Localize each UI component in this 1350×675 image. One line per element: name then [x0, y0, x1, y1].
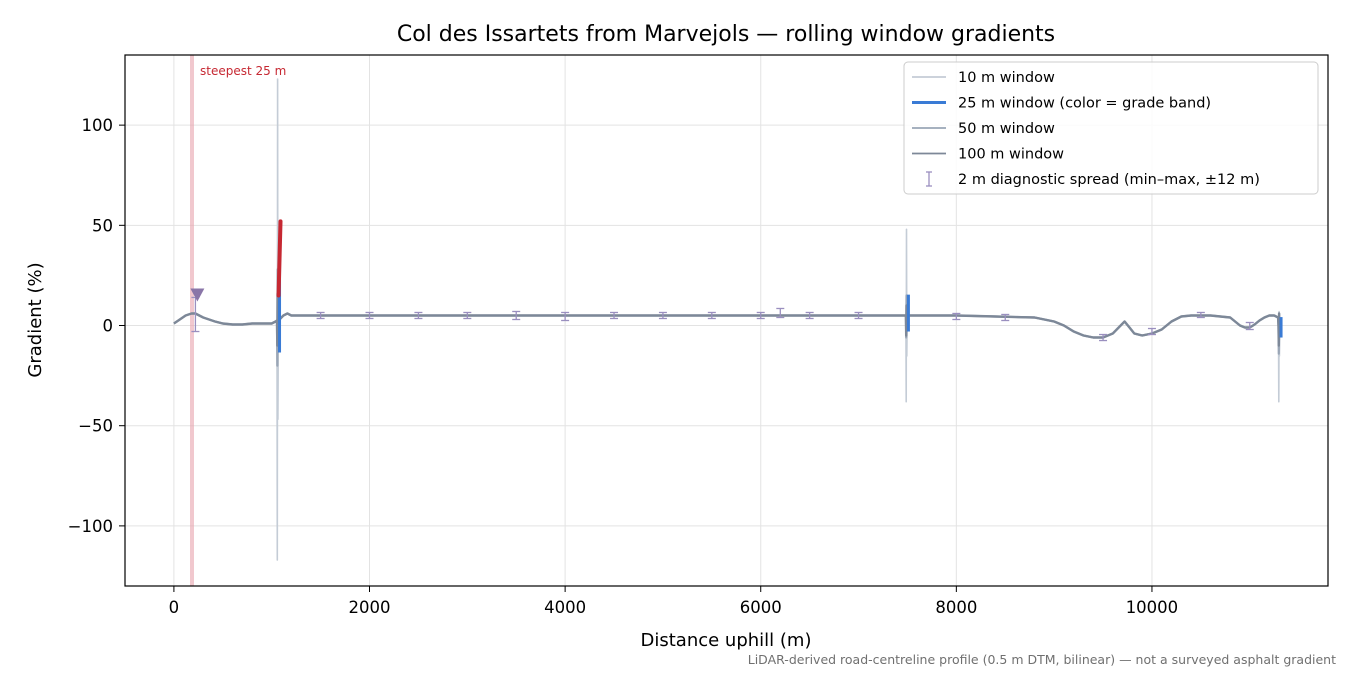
steepest-band-rect	[189, 55, 194, 586]
footnote: LiDAR-derived road-centreline profile (0…	[748, 652, 1336, 667]
x-tick-label: 10000	[1126, 598, 1179, 617]
series-25m-steep-segment	[276, 219, 283, 298]
legend-label-w100: 100 m window	[958, 147, 1064, 163]
y-tick-label: −50	[78, 417, 113, 436]
series-100m-line	[173, 292, 1282, 347]
y-tick-label: 0	[103, 317, 114, 336]
legend-label-w50: 50 m window	[958, 121, 1055, 137]
x-tick-label: 4000	[544, 598, 586, 617]
legend-label-spread: 2 m diagnostic spread (min–max, ±12 m)	[958, 172, 1260, 188]
legend-box	[903, 61, 1319, 195]
plot-frame	[124, 54, 1329, 587]
legend: 10 m window 25 m window (color = grade ba…	[903, 61, 1319, 195]
chart-title: Col des Issartets from Marvejols — rolli…	[397, 22, 1055, 47]
series-layer	[173, 78, 1283, 561]
steepest-marker	[190, 288, 205, 302]
y-ticks: −100 −50 0 50 100	[68, 116, 125, 536]
x-tick-label: 0	[169, 598, 180, 617]
x-tick-label: 6000	[740, 598, 782, 617]
y-tick-label: 50	[92, 216, 113, 235]
x-ticks: 0 2000 4000 6000 8000 10000	[169, 586, 1179, 617]
steepest-marker-layer	[190, 288, 205, 302]
x-tick-label: 2000	[349, 598, 391, 617]
y-axis-label: Gradient (%)	[25, 262, 46, 377]
legend-label-w10: 10 m window	[958, 70, 1055, 86]
x-axis-label: Distance uphill (m)	[641, 630, 812, 651]
steepest-annotation: steepest 25 m	[200, 64, 286, 78]
legend-label-w25: 25 m window (color = grade band)	[958, 96, 1211, 112]
steepest-band	[189, 55, 194, 586]
y-tick-label: 100	[82, 116, 114, 135]
x-tick-label: 8000	[935, 598, 977, 617]
y-tick-label: −100	[68, 517, 113, 536]
